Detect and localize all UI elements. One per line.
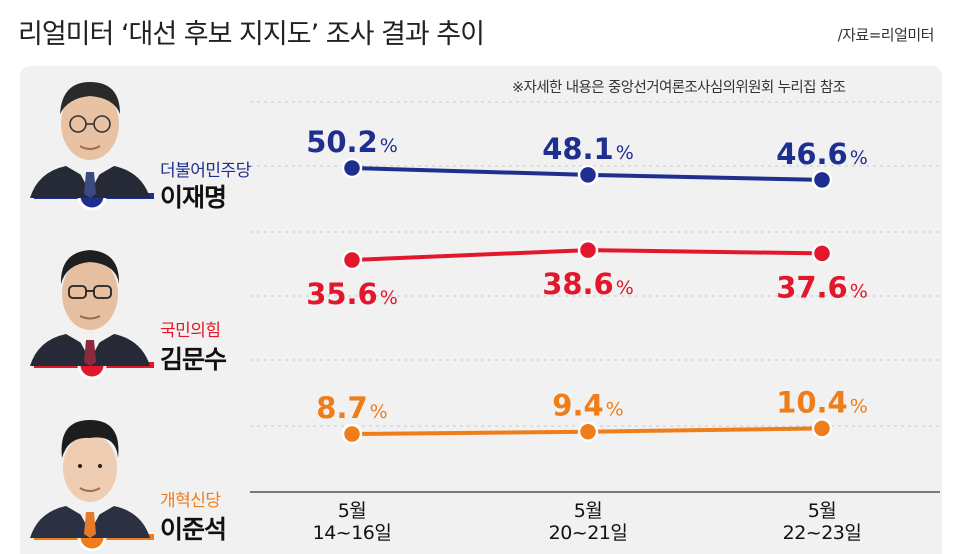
candidate-name: 이재명 <box>160 183 227 212</box>
portrait-lee-junseok <box>30 408 150 538</box>
x-tick-month: 5월 <box>807 500 837 522</box>
portrait-lee-jaemyung <box>30 68 150 198</box>
x-tick-month: 5월 <box>573 500 603 522</box>
x-tick-days: 22~23일 <box>782 522 862 544</box>
data-label: 10.4% <box>776 385 868 419</box>
data-point <box>577 421 599 442</box>
x-tick-days: 20~21일 <box>548 522 628 544</box>
x-tick-label: 5월 22~23일 <box>767 500 877 544</box>
x-tick-days: 14~16일 <box>312 522 392 544</box>
data-label: 38.6% <box>542 267 634 301</box>
data-label: 8.7% <box>316 391 387 425</box>
data-label: 9.4% <box>552 389 623 423</box>
footnote: ※자세한 내용은 중앙선거여론조사심의위원회 누리집 참조 <box>512 80 846 96</box>
data-point <box>811 418 833 439</box>
data-label: 37.6% <box>776 270 868 304</box>
party-label: 더불어민주당 <box>160 161 251 181</box>
chart-panel <box>20 66 942 554</box>
data-point <box>577 164 599 186</box>
party-label: 개혁신당 <box>160 491 221 511</box>
chart-title: 리얼미터 ‘대선 후보 지지도’ 조사 결과 추이 <box>18 19 485 50</box>
x-tick-label: 5월 20~21일 <box>533 500 643 544</box>
candidate-name: 김문수 <box>160 345 227 374</box>
portrait-kim-moonsoo <box>30 236 150 366</box>
data-point <box>811 169 833 191</box>
data-label: 50.2% <box>306 125 398 159</box>
data-point <box>577 239 599 261</box>
x-tick-month: 5월 <box>337 500 367 522</box>
data-label: 48.1% <box>542 132 634 166</box>
x-tick-label: 5월 14~16일 <box>297 500 407 544</box>
data-point <box>811 243 833 264</box>
source-label: /자료=리얼미터 <box>837 26 935 44</box>
data-label: 46.6% <box>776 137 868 171</box>
candidate-name: 이준석 <box>160 515 227 544</box>
party-label: 국민의힘 <box>160 321 221 341</box>
data-point <box>341 157 363 179</box>
data-point <box>341 423 363 445</box>
data-label: 35.6% <box>306 277 398 311</box>
data-point <box>341 249 363 271</box>
